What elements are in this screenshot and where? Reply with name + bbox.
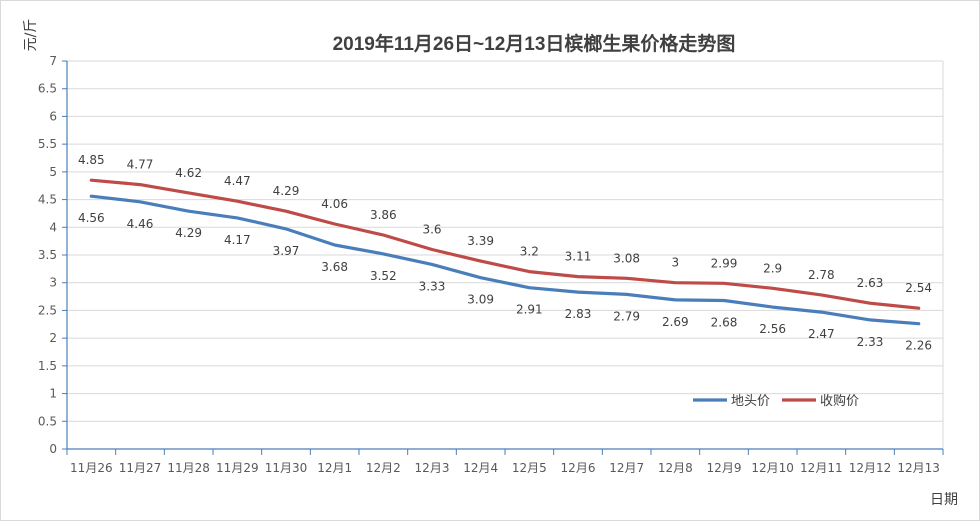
series-lines bbox=[89, 178, 921, 326]
data-label: 4.29 bbox=[175, 226, 202, 240]
y-tick-label: 0 bbox=[49, 442, 57, 456]
data-label: 3.11 bbox=[565, 250, 592, 264]
data-label: 4.46 bbox=[127, 217, 154, 231]
y-tick-label: 1 bbox=[49, 387, 57, 401]
x-tick-label: 12月4 bbox=[463, 461, 498, 475]
data-label: 3.6 bbox=[422, 222, 441, 236]
gridlines bbox=[67, 60, 944, 449]
y-tick-label: 6.5 bbox=[38, 82, 57, 96]
x-axis-title: 日期 bbox=[930, 492, 958, 508]
data-label: 2.26 bbox=[905, 339, 932, 353]
y-tick-label: 2.5 bbox=[38, 303, 57, 317]
x-tick-label: 11月27 bbox=[119, 461, 162, 475]
x-tick-label: 11月26 bbox=[70, 461, 113, 475]
data-label: 4.17 bbox=[224, 233, 251, 247]
y-tick-label: 1.5 bbox=[38, 359, 57, 373]
x-tick-label: 12月11 bbox=[800, 461, 843, 475]
x-tick-label: 12月13 bbox=[897, 461, 940, 475]
series-line bbox=[89, 194, 921, 326]
data-label: 2.56 bbox=[759, 322, 786, 336]
series-line bbox=[89, 178, 921, 310]
data-label: 4.47 bbox=[224, 174, 251, 188]
data-label: 4.56 bbox=[78, 211, 105, 225]
y-tick-label: 7 bbox=[49, 54, 57, 68]
data-label: 2.33 bbox=[857, 335, 884, 349]
data-label: 2.79 bbox=[613, 309, 640, 323]
data-label: 2.9 bbox=[763, 261, 782, 275]
legend: 地头价 收购价 bbox=[693, 393, 859, 409]
data-label: 2.47 bbox=[808, 327, 835, 341]
x-tick-label: 11月30 bbox=[265, 461, 308, 475]
data-labels: 4.56 4.46 4.29 4.17 3.97 3.68 3.52 3.33 3.09 2.91… bbox=[78, 153, 932, 353]
y-tick-label: 3 bbox=[49, 276, 57, 290]
data-label: 4.77 bbox=[127, 158, 154, 172]
x-tick-label: 12月7 bbox=[609, 461, 644, 475]
data-label: 4.62 bbox=[175, 166, 202, 180]
x-tick-label: 12月8 bbox=[658, 461, 693, 475]
data-label: 3.2 bbox=[520, 245, 539, 259]
chart-title: 2019年11月26日~12月13日槟榔生果价格走势图 bbox=[333, 32, 736, 55]
data-label: 2.83 bbox=[565, 307, 592, 321]
data-label: 3.33 bbox=[419, 279, 446, 293]
legend-label: 地头价 bbox=[731, 394, 770, 409]
data-label: 3 bbox=[672, 256, 680, 270]
data-label: 2.54 bbox=[905, 281, 932, 295]
x-tick-label: 12月5 bbox=[512, 461, 547, 475]
x-tick-label: 12月3 bbox=[415, 461, 450, 475]
y-tick-label: 4.5 bbox=[38, 193, 57, 207]
y-tick-label: 2 bbox=[49, 331, 57, 345]
y-tick-label: 0.5 bbox=[38, 414, 57, 428]
axes: 0 0.5 1 1.5 2 2.5 3 3.5 4 4.5 5 5.5 6 6.5 7 11月26 11月27 1… bbox=[38, 54, 944, 475]
data-label: 2.68 bbox=[711, 315, 738, 329]
x-tick-label: 12月12 bbox=[849, 461, 892, 475]
x-tick-label: 12月6 bbox=[561, 461, 596, 475]
data-label: 3.09 bbox=[467, 293, 494, 307]
y-tick-label: 5 bbox=[49, 165, 57, 179]
data-label: 3.97 bbox=[273, 244, 300, 258]
data-label: 3.08 bbox=[613, 251, 640, 265]
y-tick-label: 5.5 bbox=[38, 137, 57, 151]
y-tick-label: 3.5 bbox=[38, 248, 57, 262]
x-tick-label: 11月29 bbox=[216, 461, 259, 475]
data-label: 4.29 bbox=[273, 184, 300, 198]
x-tick-label: 12月9 bbox=[707, 461, 742, 475]
x-tick-label: 12月2 bbox=[366, 461, 401, 475]
legend-label: 收购价 bbox=[820, 393, 859, 409]
x-tick-label: 12月10 bbox=[751, 461, 794, 475]
data-label: 3.52 bbox=[370, 269, 397, 283]
data-label: 2.99 bbox=[711, 256, 738, 270]
x-tick-label: 11月28 bbox=[167, 461, 210, 475]
data-label: 3.86 bbox=[370, 208, 397, 222]
data-label: 2.69 bbox=[662, 315, 689, 329]
data-label: 2.78 bbox=[808, 268, 835, 282]
data-label: 2.63 bbox=[857, 276, 884, 290]
data-label: 3.39 bbox=[467, 234, 494, 248]
data-label: 2.91 bbox=[516, 303, 543, 317]
data-label: 4.85 bbox=[78, 153, 105, 167]
x-tick-label: 12月1 bbox=[317, 461, 352, 475]
y-axis-title: 元/斤 bbox=[23, 19, 39, 52]
data-label: 4.06 bbox=[321, 197, 348, 211]
y-tick-label: 6 bbox=[49, 109, 57, 123]
y-tick-label: 4 bbox=[49, 220, 57, 234]
data-label: 3.68 bbox=[321, 260, 348, 274]
